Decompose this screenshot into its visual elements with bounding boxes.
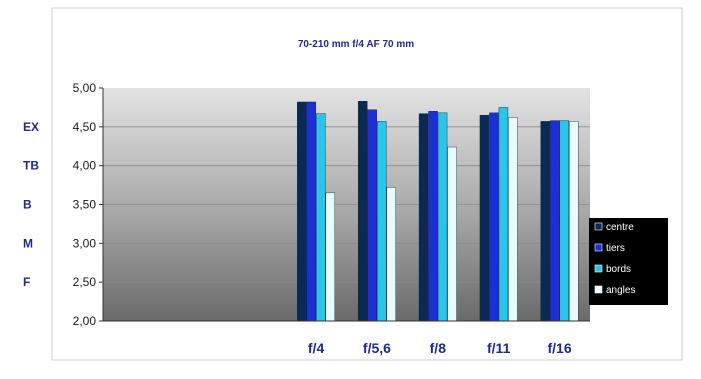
x-tick-label: f/16 [548,340,572,356]
y-tick-label: 4,00 [73,159,97,173]
y-tick-label: 4,50 [73,120,97,134]
y-tick-label: 5,00 [73,81,97,95]
y-tick-label: 2,00 [73,314,97,328]
quality-label: EX [23,120,39,134]
bar-bords [377,121,386,321]
legend-swatch-angles [595,286,602,293]
legend-label-centre: centre [606,222,634,233]
y-tick-label: 3,50 [73,198,97,212]
bar-tiers [307,102,316,321]
legend-label-bords: bords [606,264,631,275]
quality-label: TB [23,159,39,173]
x-tick-label: f/11 [487,340,511,356]
legend-swatch-centre [595,223,602,230]
bar-bords [438,113,447,321]
bar-angles [387,187,396,321]
x-tick-label: f/5,6 [363,340,391,356]
quality-label: B [23,198,32,212]
legend-swatch-bords [595,265,602,272]
bar-centre [297,102,306,321]
y-tick-label: 3,00 [73,236,97,250]
quality-label: F [23,275,30,289]
bar-bords [560,121,569,321]
bar-tiers [429,111,438,321]
bar-centre [541,121,550,321]
legend-label-tiers: tiers [606,243,625,254]
bar-centre [358,101,367,321]
legend-label-angles: angles [606,285,635,296]
x-tick-label: f/8 [430,340,447,356]
bar-centre [480,115,489,321]
quality-label: M [23,236,33,250]
legend-swatch-tiers [595,244,602,251]
bar-tiers [368,110,377,321]
y-tick-label: 2,50 [73,275,97,289]
bar-angles [326,193,335,321]
bar-tiers [489,113,498,321]
bar-tiers [550,121,559,321]
bar-bords [499,107,508,321]
legend: centre tiers bords angles [589,218,668,305]
bar-angles [448,147,457,321]
chart-title: 70-210 mm f/4 AF 70 mm [298,39,414,50]
x-tick-label: f/4 [308,340,325,356]
bar-centre [419,114,428,321]
bar-angles [569,121,578,321]
quality-labels: EX TB B M F [23,120,39,289]
bar-bords [316,114,325,321]
bar-angles [508,118,517,321]
